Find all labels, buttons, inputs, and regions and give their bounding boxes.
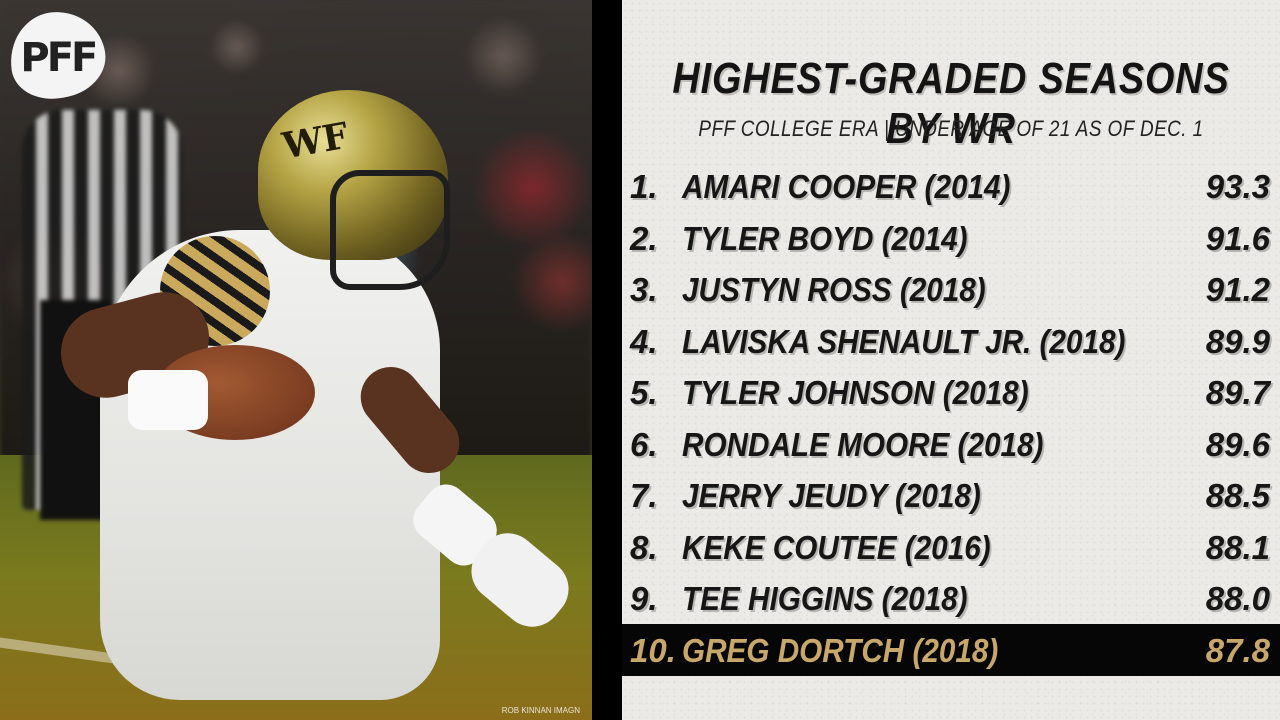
ranking-rank: 2. (630, 219, 658, 257)
ranking-rank: 7. (630, 477, 658, 514)
ranking-rank: 3. (630, 271, 658, 308)
ranking-grade: 91.2 (1205, 271, 1270, 308)
ranking-grade: 88.5 (1205, 477, 1270, 514)
ranking-rank: 5. (630, 374, 658, 411)
player-photo: WF PFF ROB KINNAN IMAGN (0, 0, 592, 720)
facemask (330, 170, 450, 290)
ranking-row: 7. JERRY JEUDY (2018) 88.5 (622, 469, 1280, 521)
ranking-name: GREG DORTCH (2018) (682, 631, 999, 669)
ranking-grade: 89.9 (1205, 322, 1270, 360)
panel-divider (592, 0, 622, 720)
ranking-rank: 8. (630, 528, 658, 566)
ranking-row: 4. LAVISKA SHENAULT JR. (2018) 89.9 (622, 315, 1280, 367)
pff-logo-text: PFF (20, 34, 96, 81)
ranking-grade: 93.3 (1205, 168, 1270, 205)
ranking-grade: 89.6 (1205, 425, 1270, 463)
ranking-name: AMARI COOPER (2014) (682, 168, 1011, 205)
ranking-name: TEE HIGGINS (2018) (682, 580, 968, 617)
ranking-rank: 1. (630, 168, 658, 205)
ranking-grade: 89.7 (1205, 374, 1270, 411)
ranking-row: 6. RONDALE MOORE (2018) 89.6 (622, 418, 1280, 470)
ranking-rank: 10. (630, 631, 676, 669)
ranking-row: 2. TYLER BOYD (2014) 91.6 (622, 212, 1280, 264)
ranking-grade: 88.0 (1205, 580, 1270, 617)
ranking-grade: 87.8 (1205, 631, 1270, 669)
wristband (128, 370, 208, 430)
ranking-name: JUSTYN ROSS (2018) (682, 271, 986, 308)
ranking-row: 9. TEE HIGGINS (2018) 88.0 (622, 572, 1280, 624)
ranking-name: KEKE COUTEE (2016) (682, 528, 991, 566)
ranking-row: 10. GREG DORTCH (2018) 87.8 (622, 623, 1280, 676)
ranking-row: 3. JUSTYN ROSS (2018) 91.2 (622, 263, 1280, 315)
ranking-rank: 6. (630, 425, 658, 463)
page-title: HIGHEST-GRADED SEASONS BY WR (672, 54, 1230, 153)
ranking-row: 1. AMARI COOPER (2014) 93.3 (622, 160, 1280, 212)
ranking-name: TYLER JOHNSON (2018) (682, 374, 1029, 411)
photo-credit: ROB KINNAN IMAGN (501, 706, 580, 715)
ranking-grade: 91.6 (1205, 219, 1270, 257)
ranking-name: LAVISKA SHENAULT JR. (2018) (682, 322, 1126, 360)
rankings-panel: HIGHEST-GRADED SEASONS BY WR PFF COLLEGE… (622, 0, 1280, 720)
ranking-row: 5. TYLER JOHNSON (2018) 89.7 (622, 366, 1280, 418)
ranking-name: TYLER BOYD (2014) (682, 219, 968, 257)
ranking-grade: 88.1 (1205, 528, 1270, 566)
ranking-name: RONDALE MOORE (2018) (682, 425, 1044, 463)
ranking-rank: 4. (630, 322, 658, 360)
ranking-name: JERRY JEUDY (2018) (682, 477, 981, 514)
ranking-row: 8. KEKE COUTEE (2016) 88.1 (622, 521, 1280, 573)
page-subtitle: PFF COLLEGE ERA | UNDER AGE OF 21 AS OF … (698, 116, 1204, 141)
ranking-rank: 9. (630, 580, 658, 617)
